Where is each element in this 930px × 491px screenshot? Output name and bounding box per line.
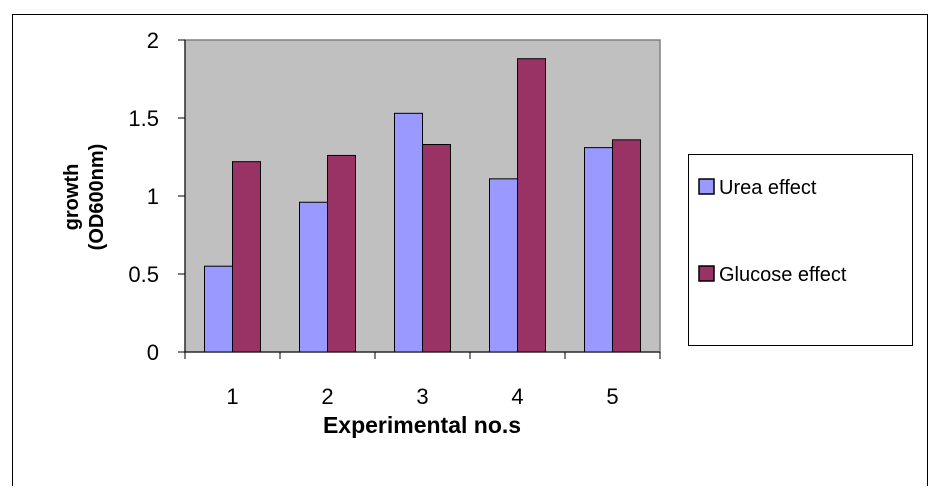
bar-glucose-2	[327, 154, 356, 353]
y-tick-label: 1	[147, 184, 159, 209]
bar-glucose-4	[517, 58, 546, 353]
y-axis-label-line-2: (OD600nm)	[86, 144, 108, 251]
legend-swatch-urea	[698, 178, 715, 195]
bar-urea-1	[204, 265, 233, 353]
x-tick-label-5: 5	[606, 384, 618, 409]
x-tick-label-1: 1	[226, 384, 238, 409]
y-axis-label-line-1: growth	[61, 164, 83, 231]
legend-swatch-glucose	[698, 265, 715, 282]
y-tick-label: 0	[147, 340, 159, 365]
bar-urea-2	[299, 201, 328, 353]
y-tick-label: 0.5	[128, 262, 159, 287]
bar-urea-3	[394, 112, 423, 353]
legend-label-glucose: Glucose effect	[719, 264, 847, 286]
x-tick-label-2: 2	[321, 384, 333, 409]
legend-box	[688, 154, 913, 346]
bar-urea-5	[584, 147, 613, 353]
y-tick-label: 2	[147, 28, 159, 53]
x-tick-label-4: 4	[511, 384, 523, 409]
bar-glucose-5	[612, 139, 641, 353]
x-axis-label: Experimental no.s	[323, 412, 521, 438]
y-tick-label: 1.5	[128, 106, 159, 131]
bar-glucose-1	[232, 161, 261, 353]
axes-layer	[178, 39, 661, 359]
legend: Urea effect Glucose effect	[688, 154, 913, 346]
labels-layer: 0 0.5 1 1.5 2 1 2 3 4 5	[128, 28, 618, 409]
bars-layer	[204, 58, 641, 353]
x-tick-label-3: 3	[416, 384, 428, 409]
bar-urea-4	[489, 178, 518, 353]
bar-glucose-3	[422, 144, 451, 353]
legend-label-urea: Urea effect	[719, 177, 817, 199]
